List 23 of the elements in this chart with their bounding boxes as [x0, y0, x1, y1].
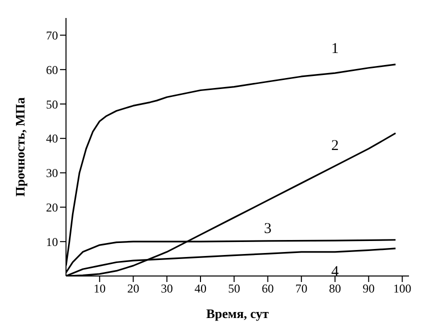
- x-tick-label: 20: [127, 282, 140, 296]
- y-tick-label: 50: [46, 97, 58, 112]
- x-tick-label: 90: [362, 282, 375, 296]
- x-tick-label: 50: [228, 282, 240, 296]
- x-tick-label: 70: [295, 282, 308, 296]
- series-label: 3: [264, 220, 272, 237]
- x-axis-title: Время, сут: [206, 306, 270, 321]
- series-label: 1: [331, 41, 339, 58]
- x-tick-label: 60: [262, 282, 274, 296]
- x-tick-label: 40: [194, 282, 207, 296]
- y-tick-label: 40: [46, 132, 58, 146]
- y-tick-label: 30: [46, 166, 58, 180]
- y-tick-label: 70: [46, 28, 58, 42]
- y-axis-title: Прочность, МПа: [12, 96, 28, 197]
- y-tick-label: 10: [46, 234, 58, 249]
- x-tick-label: 10: [94, 282, 106, 296]
- x-tick-label: 80: [329, 282, 342, 296]
- series-label: 2: [331, 138, 339, 154]
- y-tick-label: 60: [46, 62, 58, 77]
- series-label: 4: [331, 264, 340, 280]
- y-tick-label: 20: [46, 200, 58, 214]
- x-tick-label: 30: [160, 282, 173, 296]
- x-tick-label: 100: [393, 282, 412, 296]
